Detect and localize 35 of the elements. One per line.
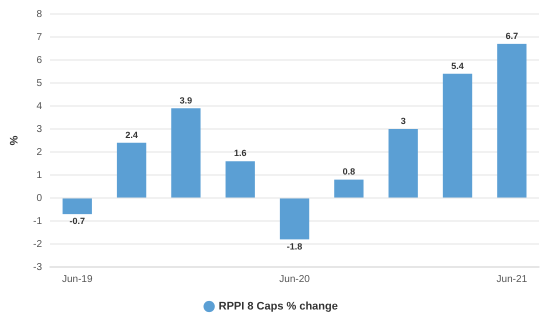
bar [388,129,418,198]
y-tick-label: 7 [36,32,43,43]
y-tick-label: 3 [36,124,43,135]
data-label: -0.7 [69,216,86,226]
bar [171,108,201,198]
legend-label: RPPI 8 Caps % change [218,300,338,313]
y-tick-label: -3 [33,262,43,273]
data-label: 0.8 [342,166,356,177]
x-tick-label: Jun-19 [62,274,93,285]
y-tick-label: -2 [33,238,43,250]
bar [497,44,527,198]
y-tick-label: 4 [36,100,43,112]
bar [442,74,472,198]
y-tick-label: 5 [36,78,43,89]
bar [280,198,310,240]
y-tick-label: 8 [36,8,43,20]
data-label: 1.6 [234,148,246,158]
data-label: 6.7 [506,30,518,41]
bar [62,198,92,214]
y-tick-label: 1 [36,170,43,181]
bar [334,180,364,198]
bar [226,161,255,198]
data-label: 3.9 [180,95,192,106]
x-tick-label: Jun-20 [279,274,310,285]
bar [116,142,146,198]
data-label: -1.8 [286,241,302,252]
data-label: 2.4 [125,130,138,140]
y-tick-label: -1 [33,216,43,227]
data-label: 5.4 [451,60,464,71]
data-label: 3 [400,116,406,126]
x-tick-label: Jun-21 [496,274,528,285]
y-tick-label: 2 [36,146,43,158]
y-tick-label: 6 [36,54,43,66]
y-tick-label: 0 [36,192,43,204]
y-axis-title: % [8,135,21,146]
